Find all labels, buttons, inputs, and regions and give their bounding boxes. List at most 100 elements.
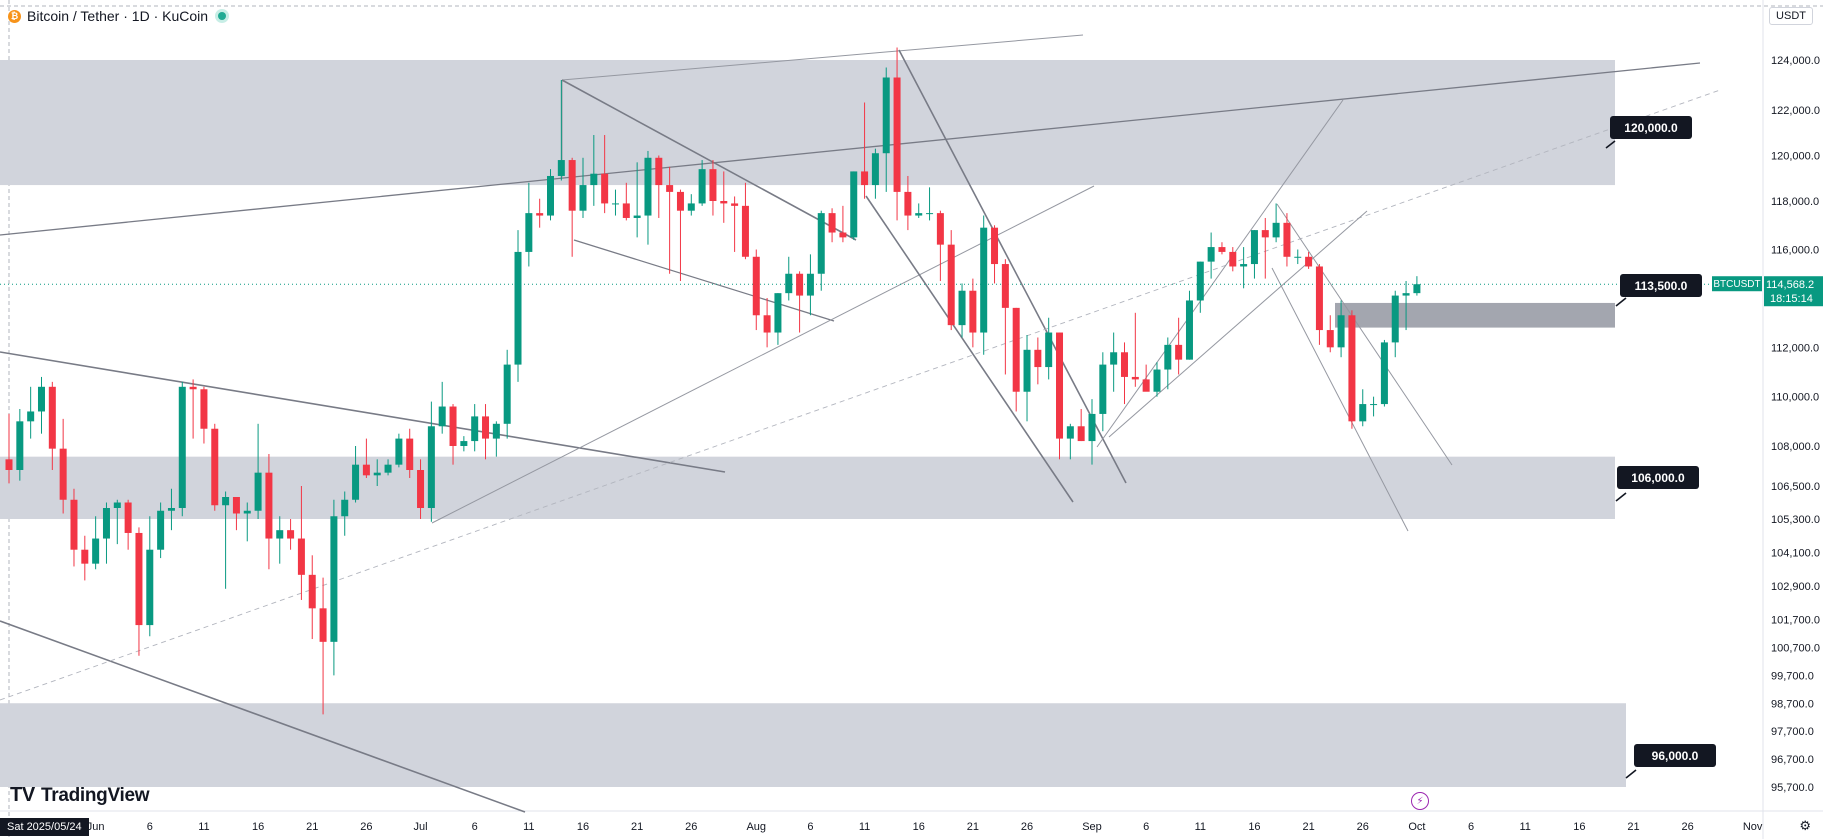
trend-line: [898, 49, 1127, 484]
gear-icon[interactable]: ⚙: [1799, 818, 1811, 833]
candle-body: [1088, 413, 1096, 442]
support-resistance-zone: [0, 456, 1615, 519]
candle-body: [1315, 266, 1323, 331]
time-tick-label: 11: [1519, 821, 1530, 833]
support-resistance-zone: [1335, 302, 1615, 328]
candle-body: [904, 191, 912, 216]
price-tick-label: 105,300.0: [1771, 514, 1820, 526]
candle-body: [709, 169, 717, 201]
candle-body: [1240, 264, 1248, 267]
candle-body: [1283, 222, 1291, 257]
candle-body: [135, 532, 143, 626]
time-tick-label: 11: [523, 821, 534, 833]
candle-body: [763, 315, 771, 333]
candle-body: [579, 185, 587, 211]
trend-line: [0, 351, 726, 473]
time-tick-label: 11: [859, 821, 870, 833]
candle-body: [536, 213, 544, 216]
trend-line: [1615, 297, 1627, 307]
time-tick-label: 6: [1143, 821, 1149, 833]
price-tick-label: 124,000.0: [1771, 55, 1820, 67]
candle-body: [449, 406, 457, 446]
candle-body: [1196, 261, 1204, 301]
trend-line: [1096, 99, 1344, 448]
time-tick-label: Nov: [1743, 821, 1763, 833]
candle-body: [731, 203, 739, 206]
bitcoin-icon: ₿: [8, 9, 21, 23]
time-tick-label: 6: [1468, 821, 1474, 833]
trend-line: [0, 62, 1701, 236]
time-tick-label: 16: [252, 821, 264, 833]
bar-countdown: 18:15:14: [1770, 293, 1813, 305]
time-tick-label: 16: [577, 821, 589, 833]
time-tick-label: 6: [472, 821, 478, 833]
price-callout-label: 120,000.0: [1610, 116, 1692, 139]
callout-text: 113,500.0: [1635, 279, 1688, 293]
candle-body: [980, 227, 988, 333]
callout-box: [1617, 466, 1699, 489]
candle-body: [622, 203, 630, 218]
price-tick-label: 101,700.0: [1771, 615, 1820, 627]
time-tick-label: 21: [306, 821, 318, 833]
candle-body: [1413, 284, 1421, 294]
candle-body: [893, 77, 901, 192]
trend-line: [1276, 203, 1453, 466]
candle-body: [319, 608, 327, 642]
callout-box: [1610, 116, 1692, 139]
time-tick-label: Jun: [87, 821, 105, 833]
candle-body: [557, 160, 565, 176]
callout-text: 120,000.0: [1624, 121, 1678, 135]
candle-body: [189, 386, 197, 390]
candle-body: [839, 232, 847, 238]
time-tick-label: 6: [147, 821, 153, 833]
time-tick-label: 26: [360, 821, 372, 833]
candle-body: [796, 273, 804, 296]
candle-body: [1175, 344, 1183, 360]
trend-line: [1108, 210, 1368, 438]
last-price-value: 114,568.2: [1766, 279, 1814, 291]
candle-body: [861, 171, 869, 186]
candle-body: [265, 472, 273, 539]
candle-body: [1218, 247, 1226, 252]
candle-body: [1391, 295, 1399, 343]
candle-body: [167, 508, 175, 511]
candle-body: [395, 438, 403, 465]
candle-body: [48, 386, 56, 449]
trend-line: [1271, 267, 1409, 532]
price-tick-label: 100,700.0: [1771, 642, 1820, 654]
candle-body: [1142, 379, 1150, 392]
candle-body: [287, 530, 295, 539]
time-tick-label: 26: [1021, 821, 1033, 833]
time-tick-label: 21: [1302, 821, 1314, 833]
currency-selector[interactable]: USDT: [1769, 7, 1813, 25]
price-callout-label: 106,000.0: [1617, 466, 1699, 489]
candle-body: [1099, 364, 1107, 414]
candle-body: [601, 173, 609, 204]
candle-body: [1229, 251, 1237, 267]
support-resistance-zone: [0, 703, 1626, 787]
candle-body: [59, 448, 67, 500]
candle-body: [1305, 256, 1313, 267]
candle-body: [1380, 342, 1388, 405]
event-bolt-icon[interactable]: ⚡: [1411, 792, 1429, 810]
candle-body: [503, 364, 511, 424]
candle-body: [460, 441, 468, 446]
candle-body: [687, 203, 695, 211]
time-tick-label: 26: [685, 821, 697, 833]
candle-body: [752, 256, 760, 316]
candle-body: [1370, 404, 1378, 406]
candle-body: [417, 470, 425, 508]
candle-body: [81, 549, 89, 564]
trend-line: [0, 620, 526, 813]
candle-body: [308, 574, 316, 609]
price-tick-label: 96,700.0: [1771, 754, 1814, 766]
candle-body: [774, 293, 782, 333]
symbol-title[interactable]: Bitcoin / Tether · 1D · KuCoin: [27, 8, 209, 24]
candle-body: [1066, 426, 1074, 439]
price-tick-label: 98,700.0: [1771, 698, 1814, 710]
time-tick-label: Aug: [746, 821, 766, 833]
candle-body: [330, 516, 338, 642]
tradingview-logo[interactable]: TV TradingView: [10, 784, 150, 807]
trend-line: [1625, 769, 1637, 779]
